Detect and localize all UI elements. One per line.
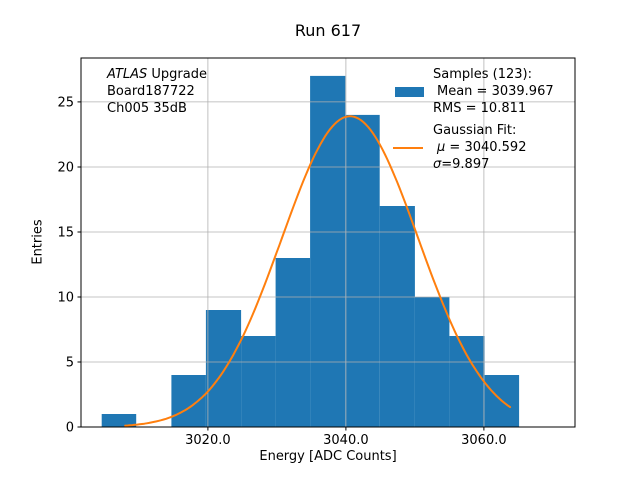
histogram-bar	[101, 414, 137, 427]
x-axis-label: Energy [ADC Counts]	[259, 449, 397, 464]
legend-entry-fit-line2: σ=9.897	[393, 156, 554, 173]
legend-handle-empty	[393, 156, 433, 173]
legend-entry-fit: μ = 3040.592	[393, 139, 554, 156]
mu-symbol: μ	[437, 140, 446, 155]
histogram-bar	[241, 336, 276, 427]
legend-samples-header-label: Samples (123):	[433, 67, 532, 82]
mu-value: = 3040.592	[445, 140, 527, 155]
legend-mu-label: μ = 3040.592	[433, 139, 526, 156]
legend-fit-header-label: Gaussian Fit:	[433, 123, 517, 138]
y-tick-label: 25	[57, 95, 74, 110]
y-tick-label: 5	[66, 356, 74, 371]
y-tick-label: 0	[66, 421, 74, 436]
annotation-line-3: Ch005 35dB	[107, 101, 187, 116]
histogram-bar	[345, 114, 380, 428]
x-tick-label: 3020.0	[185, 433, 231, 448]
legend-rms-label: RMS = 10.811	[433, 101, 527, 116]
histogram-bar	[449, 336, 485, 427]
legend-mean-label: Mean = 3039.967	[437, 84, 554, 99]
legend-entry-histogram: Mean = 3039.967	[393, 83, 554, 100]
legend-handle-histogram	[393, 83, 433, 100]
legend-entry-histogram-line2: RMS = 10.811	[393, 100, 554, 117]
fit-legend-line	[393, 146, 423, 149]
histogram-legend-swatch	[395, 86, 424, 97]
histogram-bar	[310, 75, 346, 428]
chart-title: Run 617	[294, 21, 362, 40]
y-tick-label: 10	[57, 291, 74, 306]
axes-frame	[80, 57, 576, 428]
legend-sigma-label: σ=9.897	[433, 156, 489, 173]
y-tick-label: 20	[57, 161, 74, 176]
sigma-value: =9.897	[441, 157, 490, 172]
legend-entry-samples-header: Samples (123):	[393, 66, 554, 83]
y-tick-label: 15	[57, 226, 74, 241]
annotation-atlas: ATLAS	[107, 67, 148, 82]
y-axis-label: Entries	[30, 219, 46, 265]
histogram-bar	[171, 375, 206, 427]
legend-handle-empty	[393, 66, 433, 83]
legend-handle-fit	[393, 139, 433, 156]
legend-entry-fit-header: Gaussian Fit:	[393, 122, 554, 139]
legend: Samples (123): Mean = 3039.967 RMS = 10.…	[393, 66, 554, 173]
x-tick-label: 3060.0	[461, 433, 507, 448]
sigma-symbol: σ	[433, 157, 442, 172]
histogram-bar	[275, 258, 311, 427]
annotation-line-1: ATLAS Upgrade	[107, 66, 207, 83]
legend-handle-empty	[393, 122, 433, 139]
gaussian-fit-curve	[124, 115, 512, 427]
histogram-bar	[205, 310, 242, 427]
annotation-line-2: Board187722	[107, 84, 195, 99]
x-tick-label: 3040.0	[323, 433, 369, 448]
plot-annotation: ATLAS Upgrade Board187722 Ch005 35dB	[107, 66, 207, 117]
annotation-upgrade: Upgrade	[147, 67, 207, 82]
legend-handle-empty	[393, 100, 433, 117]
histogram-bar	[379, 206, 415, 427]
